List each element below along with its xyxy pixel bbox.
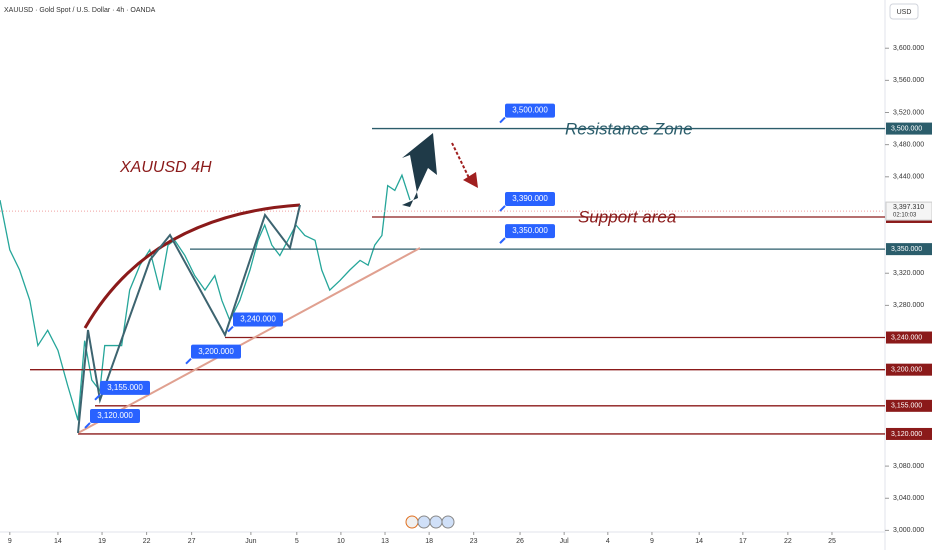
currency-button-label[interactable]: USD: [897, 9, 912, 16]
level-tag: [233, 312, 283, 327]
currency-button[interactable]: [889, 3, 919, 20]
event-icon: [441, 515, 455, 529]
level-tag-pointer: [94, 394, 101, 401]
level-tag-label: 3,120.000: [97, 411, 133, 420]
y-tick-label: 3,440.000: [893, 174, 924, 181]
level-tag-pointer: [499, 237, 506, 244]
x-tick-label: 5: [295, 538, 299, 545]
axis-level-box: [886, 399, 932, 412]
level-tag: [505, 224, 555, 239]
axis-level-label: 3,350.000: [891, 246, 922, 253]
level-tag-pointer: [185, 357, 192, 365]
axis-level-box: [886, 243, 932, 256]
level-tag-label: 3,350.000: [512, 226, 548, 235]
x-tick-label: 27: [188, 538, 196, 545]
countdown-label: 02:10:03: [893, 213, 917, 219]
y-tick-label: 3,320.000: [893, 270, 924, 277]
arc: [83, 203, 301, 329]
axis-level-label: 3,200.000: [891, 367, 922, 374]
price-line: [0, 173, 411, 421]
x-tick-label: Jul: [560, 538, 569, 545]
x-tick-label: 18: [425, 538, 433, 545]
axis-level-label: 3,155.000: [891, 403, 922, 410]
level-tag: [191, 344, 241, 359]
x-tick-label: 17: [739, 538, 747, 545]
y-tick-label: 3,000.000: [893, 527, 924, 534]
y-tick-label: 3,600.000: [893, 45, 924, 52]
level-tag-pointer: [499, 116, 506, 124]
level-tag-label: 3,240.000: [240, 315, 276, 324]
x-tick-label: 19: [98, 538, 106, 545]
annotation: XAUUSD 4H: [119, 159, 212, 176]
x-tick-label: 25: [828, 538, 836, 545]
level-tag-label: 3,200.000: [198, 347, 234, 356]
axis-level-box: [886, 427, 932, 440]
axis-level-label: 3,500.000: [891, 125, 922, 132]
level-tag-pointer: [84, 422, 91, 429]
level-tag: [100, 380, 150, 395]
x-tick-label: 9: [650, 538, 654, 545]
y-tick-label: 3,520.000: [893, 109, 924, 116]
axis-level-label: 3,120.000: [891, 431, 922, 438]
x-tick-label: 14: [54, 538, 62, 545]
x-tick-label: 9: [8, 538, 12, 545]
y-tick-label: 3,480.000: [893, 141, 924, 148]
level-tag-label: 3,390.000: [512, 194, 548, 203]
y-tick-label: 3,280.000: [893, 302, 924, 309]
x-tick-label: 26: [516, 538, 524, 545]
x-tick-label: 22: [143, 538, 151, 545]
x-tick-label: Jun: [245, 538, 256, 545]
down-arrow: [451, 142, 471, 181]
level-tag: [505, 191, 555, 206]
trend-line: [77, 247, 421, 434]
down-arrow-head: [463, 172, 478, 188]
y-tick-label: 3,080.000: [893, 463, 924, 470]
annotation: Resistance Zone: [565, 119, 693, 138]
axis-level-box: [886, 331, 932, 344]
level-tag: [90, 408, 140, 423]
symbol-header: XAUUSD · Gold Spot / U.S. Dollar · 4h · …: [4, 7, 156, 14]
x-tick-label: 14: [695, 538, 703, 545]
annotation: Support area: [578, 207, 676, 226]
current-price-label: 3,397.310: [893, 204, 924, 211]
level-tag-label: 3,155.000: [107, 383, 143, 392]
event-icon: [405, 515, 419, 529]
level-tag-pointer: [227, 325, 234, 333]
up-arrow: [402, 133, 437, 207]
axis-level-box: [886, 363, 932, 376]
x-tick-label: 10: [337, 538, 345, 545]
level-tag-label: 3,500.000: [512, 106, 548, 115]
level-tag: [505, 103, 555, 118]
x-tick-label: 13: [381, 538, 389, 545]
x-tick-label: 23: [470, 538, 478, 545]
x-tick-label: 22: [784, 538, 792, 545]
y-tick-label: 3,560.000: [893, 77, 924, 84]
x-tick-label: 4: [606, 538, 610, 545]
zigzag: [77, 204, 301, 434]
axis-level-label: 3,240.000: [891, 334, 922, 341]
y-tick-label: 3,040.000: [893, 495, 924, 502]
axis-level-box: [886, 122, 932, 135]
level-tag-pointer: [499, 205, 506, 212]
event-icon: [429, 515, 443, 529]
event-icon: [417, 515, 431, 529]
current-price-box: [885, 201, 932, 221]
